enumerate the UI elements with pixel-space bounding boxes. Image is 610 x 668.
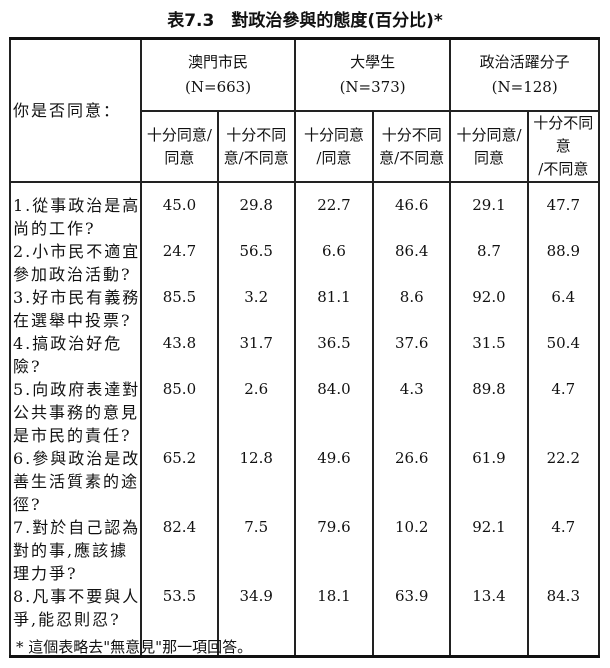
value-cell: 6.6 [293, 240, 375, 286]
question-header: 你是否同意： [8, 38, 143, 183]
value-cell: 37.6 [372, 332, 452, 378]
question-cell: 6.參與政治是改 善生活質素的途 徑? [8, 447, 143, 516]
value-cell: 31.7 [216, 332, 296, 378]
value-cell: 31.5 [449, 332, 529, 378]
group-header-students: 大學生 (N=373) [293, 38, 452, 112]
value-cell: 47.7 [526, 182, 601, 240]
value-cell: 85.5 [140, 286, 219, 332]
group-header-activists: 政治活躍分子 (N=128) [449, 38, 600, 112]
value-cell: 8.7 [449, 240, 529, 286]
subcolumn-header: 十分同意/同意 [140, 111, 219, 183]
table-row: 3.好市民有義務 在選舉中投票? 85.5 3.2 81.1 8.6 92.0 6.4 [8, 286, 601, 332]
value-cell: 92.0 [449, 286, 529, 332]
value-cell: 4.7 [526, 378, 601, 447]
value-cell: 18.1 [293, 585, 375, 657]
subcolumn-header: 十分同意/同意 [449, 111, 529, 183]
value-cell: 12.8 [216, 447, 296, 516]
question-cell: 3.好市民有義務 在選舉中投票? [8, 286, 143, 332]
value-cell: 6.4 [526, 286, 601, 332]
value-cell: 61.9 [449, 447, 529, 516]
value-cell: 46.6 [372, 182, 452, 240]
table-row: 7.對於自己認為 對的事,應該據 理力爭? 82.4 7.5 79.6 10.2 92.1 4.… [8, 516, 601, 585]
value-cell: 49.6 [293, 447, 375, 516]
question-cell: 5.向政府表達對 公共事務的意見 是市民的責任? [8, 378, 143, 447]
question-cell: 4.搞政治好危 險? [8, 332, 143, 378]
value-cell: 7.5 [216, 516, 296, 585]
value-cell: 84.3 [526, 585, 601, 657]
group-header-macau-citizens: 澳門市民 (N=663) [140, 38, 296, 112]
value-cell: 36.5 [293, 332, 375, 378]
value-cell: 89.8 [449, 378, 529, 447]
value-cell: 2.6 [216, 378, 296, 447]
question-cell: 2.小市民不適宜 參加政治活動? [8, 240, 143, 286]
table-row: 5.向政府表達對 公共事務的意見 是市民的責任? 85.0 2.6 84.0 4.3 89.8… [8, 378, 601, 447]
question-cell: 1.從事政治是高 尚的工作? [8, 182, 143, 240]
value-cell: 65.2 [140, 447, 219, 516]
value-cell: 86.4 [372, 240, 452, 286]
value-cell: 10.2 [372, 516, 452, 585]
value-cell: 92.1 [449, 516, 529, 585]
value-cell: 63.9 [372, 585, 452, 657]
value-cell: 34.9 [216, 585, 296, 657]
value-cell: 45.0 [140, 182, 219, 240]
value-cell: 84.0 [293, 378, 375, 447]
value-cell: 85.0 [140, 378, 219, 447]
value-cell: 4.7 [526, 516, 601, 585]
value-cell: 29.1 [449, 182, 529, 240]
value-cell: 53.5 [140, 585, 219, 657]
value-cell: 22.7 [293, 182, 375, 240]
subcolumn-header: 十分不同意/不同意 [372, 111, 452, 183]
value-cell: 4.3 [372, 378, 452, 447]
question-cell: 7.對於自己認為 對的事,應該據 理力爭? [8, 516, 143, 585]
value-cell: 8.6 [372, 286, 452, 332]
table-row: 8.凡事不要與人 爭,能忍則忍? 53.5 34.9 18.1 63.9 13.4 84.3 [8, 585, 601, 657]
table-row: 4.搞政治好危 險? 43.8 31.7 36.5 37.6 31.5 50.4 [8, 332, 601, 378]
value-cell: 88.9 [526, 240, 601, 286]
value-cell: 13.4 [449, 585, 529, 657]
table-row: 1.從事政治是高 尚的工作? 45.0 29.8 22.7 46.6 29.1 47.7 [8, 182, 601, 240]
table-row: 2.小市民不適宜 參加政治活動? 24.7 56.5 6.6 86.4 8.7 88.9 [8, 240, 601, 286]
subcolumn-header: 十分不同意/不同意 [216, 111, 296, 183]
value-cell: 29.8 [216, 182, 296, 240]
table-title: 表7.3 對政治參與的態度(百分比)* [167, 11, 443, 31]
value-cell: 82.4 [140, 516, 219, 585]
value-cell: 22.2 [526, 447, 601, 516]
value-cell: 24.7 [140, 240, 219, 286]
subcolumn-header: 十分不同意/不同意 [526, 111, 601, 183]
value-cell: 26.6 [372, 447, 452, 516]
subcolumn-header: 十分同意/同意 [293, 111, 375, 183]
value-cell: 79.6 [293, 516, 375, 585]
attitude-table: 你是否同意： 澳門市民 (N=663) 大學生 (N=373) 政治活躍分子 (N=1… [8, 37, 601, 658]
value-cell: 56.5 [216, 240, 296, 286]
value-cell: 81.1 [293, 286, 375, 332]
value-cell: 43.8 [140, 332, 219, 378]
value-cell: 50.4 [526, 332, 601, 378]
value-cell: 3.2 [216, 286, 296, 332]
question-cell: 8.凡事不要與人 爭,能忍則忍? [8, 585, 143, 657]
footnote: * 這個表略去"無意見"那一項回答。 [16, 638, 253, 656]
table-row: 6.參與政治是改 善生活質素的途 徑? 65.2 12.8 49.6 26.6 61.9 22.… [8, 447, 601, 516]
